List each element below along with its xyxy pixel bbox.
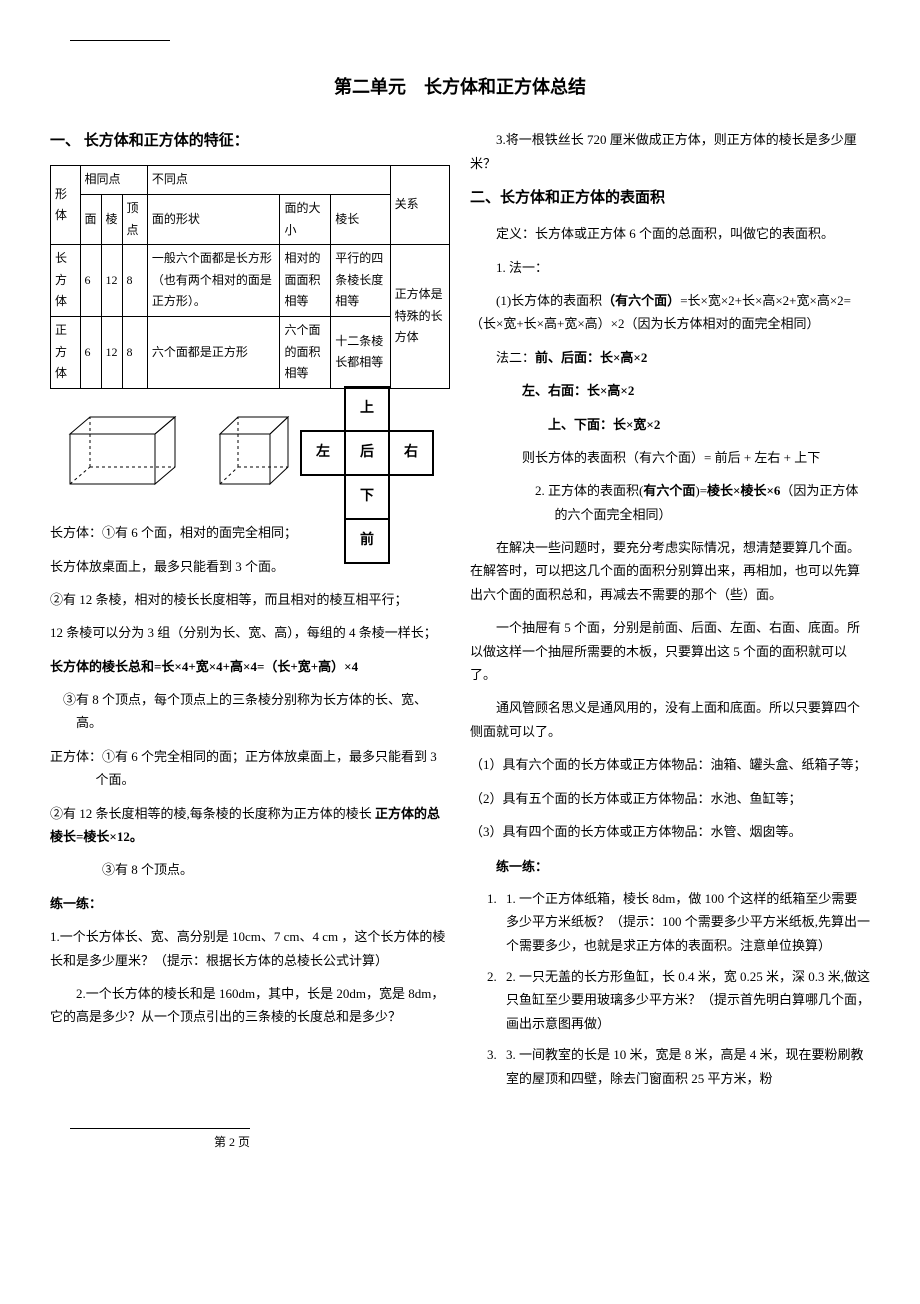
th-edge: 棱 (101, 194, 122, 244)
practice-heading-right: 练一练： (470, 855, 870, 878)
section2-heading: 二、长方体和正方体的表面积 (470, 185, 870, 212)
unfold-diagram: 上 左 后 右 下 前 (300, 386, 880, 564)
page-footer: 第 2 页 (70, 1128, 250, 1154)
question-2: 2.一个长方体的棱长和是 160dm，其中，长是 20dm，宽是 8dm，它的高… (50, 982, 450, 1029)
question-3: 3.将一根铁丝长 720 厘米做成正方体，则正方体的棱长是多少厘米？ (470, 128, 870, 175)
unfold-left: 左 (301, 431, 345, 475)
th-same: 相同点 (80, 166, 147, 195)
definition: 定义：长方体或正方体 6 个面的总面积，叫做它的表面积。 (470, 222, 870, 245)
unfold-up: 上 (345, 387, 389, 431)
text-p7: 正方体：①有 6 个完全相同的面；正方体放桌面上，最多只能看到 3 个面。 (50, 745, 450, 792)
m2-label: 法二： (496, 350, 535, 365)
th-edgelen: 棱长 (331, 194, 390, 244)
rq-3: 3. 一间教室的长是 10 米，宽是 8 米，高是 4 米，现在要粉刷教室的屋顶… (500, 1043, 870, 1090)
th-diff: 不同点 (147, 166, 390, 195)
left-column: 一、 长方体和正方体的特征： 形体 相同点 不同点 关系 面 棱 顶点 面的形状… (50, 118, 450, 1098)
r2-face: 6 (80, 316, 101, 388)
unfold-right: 右 (389, 431, 433, 475)
section1-heading: 一、 长方体和正方体的特征： (50, 128, 450, 155)
th-vertex: 顶点 (122, 194, 147, 244)
table-row: 长方体 6 12 8 一般六个面都是长方形（也有两个相对的面是正方形）。 相对的… (51, 245, 450, 317)
method1-label: 1. 法一： (470, 256, 870, 279)
cuboid-icon (60, 409, 190, 496)
right-column: 3.将一根铁丝长 720 厘米做成正方体，则正方体的棱长是多少厘米？ 二、长方体… (470, 118, 870, 1098)
table-row: 面 棱 顶点 面的形状 面的大小 棱长 (51, 194, 450, 244)
m1-b: （有六个面） (602, 293, 680, 308)
practice-heading-left: 练一练： (50, 892, 450, 915)
r1-name: 长方体 (51, 245, 81, 317)
method1-formula: (1)长方体的表面积（有六个面）=长×宽×2+长×高×2+宽×高×2=（长×宽+… (470, 289, 870, 336)
m1-a: (1)长方体的表面积 (496, 293, 602, 308)
note-f: （3）具有四个面的长方体或正方体物品：水管、烟囱等。 (470, 820, 870, 843)
top-rule (70, 40, 170, 41)
rq-1: 1. 一个正方体纸箱，棱长 8dm，做 100 个这样的纸箱至少需要多少平方米纸… (500, 887, 870, 957)
method2-block: 法二：前、后面：长×高×2 左、右面：长×高×2 上、下面：长×宽×2 则长方体… (470, 346, 870, 526)
text-p4: 12 条棱可以分为 3 组（分别为长、宽、高），每组的 4 条棱一样长； (50, 621, 450, 644)
note-b: 一个抽屉有 5 个面，分别是前面、后面、左面、右面、底面。所以做这样一个抽屉所需… (470, 616, 870, 686)
text-p9: ③有 8 个顶点。 (102, 858, 450, 881)
th-faceshape: 面的形状 (147, 194, 280, 244)
r2-size: 六个面的面积相等 (280, 316, 331, 388)
r2-len: 十二条棱长都相等 (331, 316, 390, 388)
r1-shape: 一般六个面都是长方形（也有两个相对的面是正方形）。 (147, 245, 280, 317)
table-row: 形体 相同点 不同点 关系 (51, 166, 450, 195)
unfold-front: 前 (345, 519, 389, 563)
question-1: 1.一个长方体长、宽、高分别是 10cm、7 cm、4 cm ，这个长方体的棱长… (50, 925, 450, 972)
rq3-text: 一间教室的长是 10 米，宽是 8 米，高是 4 米，现在要粉刷教室的屋顶和四壁… (506, 1047, 864, 1085)
rq2-text: 一只无盖的长方形鱼缸，长 0.4 米，宽 0.25 米，深 0.3 米,做这只鱼… (506, 969, 870, 1031)
r1-face: 6 (80, 245, 101, 317)
two-column-layout: 一、 长方体和正方体的特征： 形体 相同点 不同点 关系 面 棱 顶点 面的形状… (50, 118, 870, 1098)
text-p3: ②有 12 条棱，相对的棱长长度相等，而且相对的棱互相平行； (50, 588, 450, 611)
r1-size: 相对的面面积相等 (280, 245, 331, 317)
r2-shape: 六个面都是正方形 (147, 316, 280, 388)
text-p6: ③有 8 个顶点，每个顶点上的三条棱分别称为长方体的长、宽、高。 (50, 688, 450, 735)
text-p8: ②有 12 条长度相等的棱,每条棱的长度称为正方体的棱长 正方体的总棱长=棱长×… (50, 802, 450, 849)
m2-a: 前、后面：长×高×2 (535, 350, 647, 365)
text-p8a: ②有 12 条长度相等的棱,每条棱的长度称为正方体的棱长 (50, 806, 372, 821)
th-body: 形体 (51, 166, 81, 245)
r2-name: 正方体 (51, 316, 81, 388)
r2-edge: 12 (101, 316, 122, 388)
feature-table: 形体 相同点 不同点 关系 面 棱 顶点 面的形状 面的大小 棱长 长方体 6 … (50, 165, 450, 388)
r1-vertex: 8 (122, 245, 147, 317)
unfold-down: 下 (345, 475, 389, 519)
r1-len: 平行的四条棱长度相等 (331, 245, 390, 317)
r2-vertex: 8 (122, 316, 147, 388)
question-list: 1. 一个正方体纸箱，棱长 8dm，做 100 个这样的纸箱至少需要多少平方米纸… (500, 887, 870, 1090)
th-face: 面 (80, 194, 101, 244)
cube-icon (210, 409, 310, 496)
unfold-back: 后 (345, 431, 389, 475)
note-e: （2）具有五个面的长方体或正方体物品：水池、鱼缸等； (470, 787, 870, 810)
page-title: 第二单元 长方体和正方体总结 (50, 71, 870, 103)
r1-edge: 12 (101, 245, 122, 317)
note-d: （1）具有六个面的长方体或正方体物品：油箱、罐头盒、纸箱子等； (470, 753, 870, 776)
rq-2: 2. 一只无盖的长方形鱼缸，长 0.4 米，宽 0.25 米，深 0.3 米,做… (500, 965, 870, 1035)
rq1-text: 一个正方体纸箱，棱长 8dm，做 100 个这样的纸箱至少需要多少平方米纸板？（… (506, 891, 870, 953)
formula-edge-sum: 长方体的棱长总和=长×4+宽×4+高×4=（长+宽+高）×4 (50, 655, 450, 678)
th-facesize: 面的大小 (280, 194, 331, 244)
th-rel: 关系 (390, 166, 449, 245)
method2: 法二：前、后面：长×高×2 (470, 346, 870, 369)
table-row: 正方体 6 12 8 六个面都是正方形 六个面的面积相等 十二条棱长都相等 (51, 316, 450, 388)
note-c: 通风管顾名思义是通风用的，没有上面和底面。所以只要算四个侧面就可以了。 (470, 696, 870, 743)
relation: 正方体是特殊的长方体 (390, 245, 449, 389)
